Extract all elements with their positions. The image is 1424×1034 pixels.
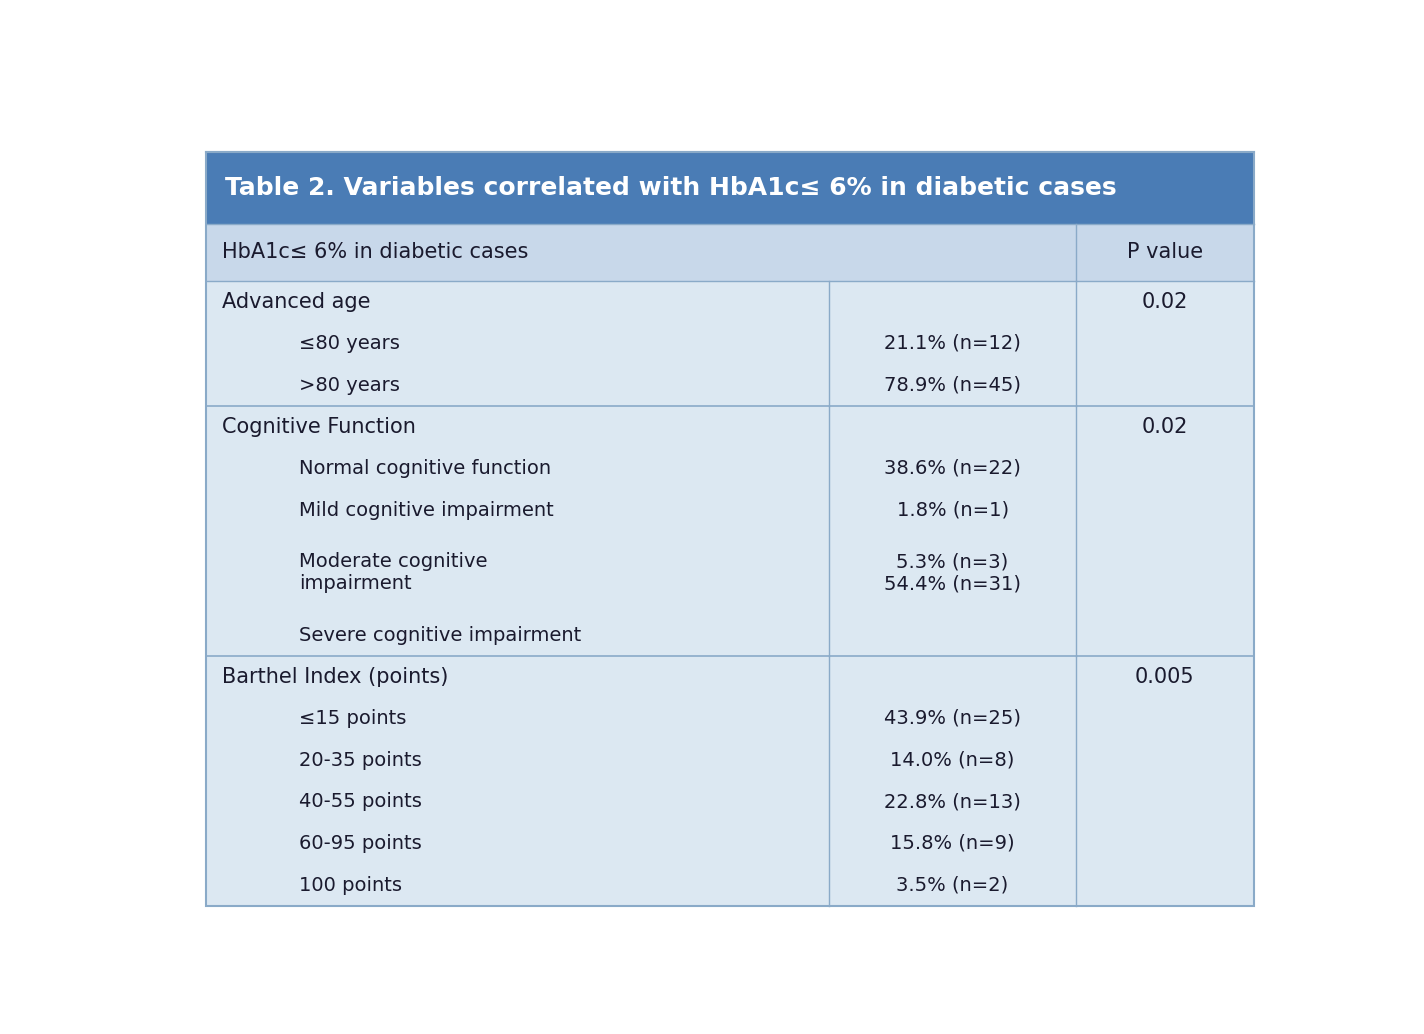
Text: Table 2. Variables correlated with HbA1c≤ 6% in diabetic cases: Table 2. Variables correlated with HbA1c… bbox=[225, 176, 1116, 200]
Text: 21.1% (n=12): 21.1% (n=12) bbox=[884, 334, 1021, 353]
Bar bbox=[205, 281, 1255, 406]
Text: 1.8% (n=1): 1.8% (n=1) bbox=[897, 500, 1008, 520]
Text: Advanced age: Advanced age bbox=[222, 292, 370, 312]
Text: 15.8% (n=9): 15.8% (n=9) bbox=[890, 834, 1015, 853]
Text: 100 points: 100 points bbox=[299, 876, 403, 894]
Text: Moderate cognitive
impairment: Moderate cognitive impairment bbox=[299, 552, 488, 594]
Text: Mild cognitive impairment: Mild cognitive impairment bbox=[299, 500, 554, 520]
Text: P value: P value bbox=[1126, 242, 1203, 263]
Text: Cognitive Function: Cognitive Function bbox=[222, 417, 416, 436]
Text: 14.0% (n=8): 14.0% (n=8) bbox=[890, 751, 1015, 769]
Bar bbox=[205, 223, 1255, 281]
Text: Barthel Index (points): Barthel Index (points) bbox=[222, 667, 449, 687]
Text: 3.5% (n=2): 3.5% (n=2) bbox=[897, 876, 1008, 894]
Text: 0.02: 0.02 bbox=[1142, 292, 1188, 312]
Text: 22.8% (n=13): 22.8% (n=13) bbox=[884, 792, 1021, 812]
Text: HbA1c≤ 6% in diabetic cases: HbA1c≤ 6% in diabetic cases bbox=[222, 242, 528, 263]
Bar bbox=[205, 152, 1255, 223]
Text: 40-55 points: 40-55 points bbox=[299, 792, 423, 812]
Bar bbox=[205, 406, 1255, 656]
Text: 60-95 points: 60-95 points bbox=[299, 834, 422, 853]
Text: Severe cognitive impairment: Severe cognitive impairment bbox=[299, 626, 581, 644]
Text: >80 years: >80 years bbox=[299, 375, 400, 395]
Text: 43.9% (n=25): 43.9% (n=25) bbox=[884, 709, 1021, 728]
Text: 38.6% (n=22): 38.6% (n=22) bbox=[884, 459, 1021, 478]
Text: 78.9% (n=45): 78.9% (n=45) bbox=[884, 375, 1021, 395]
Text: 0.005: 0.005 bbox=[1135, 667, 1195, 687]
Text: ≤80 years: ≤80 years bbox=[299, 334, 400, 353]
Text: 0.02: 0.02 bbox=[1142, 417, 1188, 436]
Bar bbox=[205, 656, 1255, 906]
Text: 5.3% (n=3)
54.4% (n=31): 5.3% (n=3) 54.4% (n=31) bbox=[884, 552, 1021, 594]
Text: ≤15 points: ≤15 points bbox=[299, 709, 407, 728]
Text: 20-35 points: 20-35 points bbox=[299, 751, 422, 769]
Text: Normal cognitive function: Normal cognitive function bbox=[299, 459, 551, 478]
